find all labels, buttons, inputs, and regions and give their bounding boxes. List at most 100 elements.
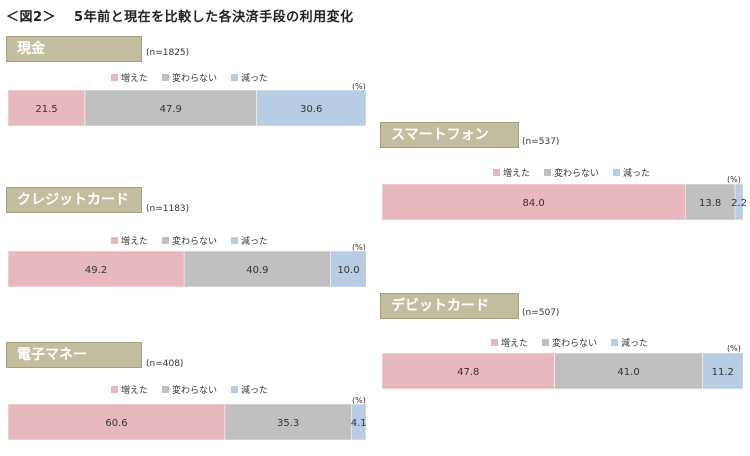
bar-label-decreased: 30.6 xyxy=(300,104,322,115)
legend-label: 減った xyxy=(621,339,649,349)
chart-title-badge: 電子マネー xyxy=(6,342,142,368)
legend-swatch-decreased xyxy=(231,74,239,81)
bar-segment-increased xyxy=(381,352,555,390)
chart-title-badge: スマートフォン xyxy=(380,122,519,148)
legend-swatch-decreased xyxy=(231,237,239,244)
sample-size-label: (n=537) xyxy=(522,137,560,147)
legend-swatch-increased xyxy=(111,386,118,393)
bar-label-increased: 84.0 xyxy=(522,198,544,209)
legend-swatch-unchanged xyxy=(162,237,170,244)
chart-title-badge: デビットカード xyxy=(380,293,519,319)
legend-swatch-increased xyxy=(111,74,118,81)
bar-label-unchanged: 47.9 xyxy=(160,104,182,115)
legend-swatch-increased xyxy=(491,339,498,346)
bar-label-decreased: 2.2 xyxy=(731,198,747,209)
legend-item-unchanged: 変わらない xyxy=(162,71,217,84)
legend-item-increased: 増えた xyxy=(491,336,528,349)
legend-swatch-increased xyxy=(111,237,118,244)
bar-segment-increased xyxy=(381,183,686,221)
bar-label-increased: 21.5 xyxy=(35,104,57,115)
legend-label: 変わらない xyxy=(552,339,598,349)
bar-segment-unchanged xyxy=(84,89,257,127)
legend: 増えた 変わらない 減った xyxy=(491,336,648,349)
legend-item-decreased: 減った xyxy=(231,234,268,247)
bar-segment-decreased xyxy=(734,183,744,221)
bar-label-increased: 60.6 xyxy=(105,418,127,429)
figure-title-text: 5年前と現在を比較した各決済手段の利用変化 xyxy=(74,10,354,25)
legend-label: 変わらない xyxy=(554,169,600,179)
legend-label: 変わらない xyxy=(172,237,218,247)
bar-segment-unchanged xyxy=(224,403,352,441)
legend-label: 増えた xyxy=(503,169,531,179)
legend-label: 増えた xyxy=(121,237,149,247)
sample-size-label: (n=408) xyxy=(146,359,184,369)
bar-label-decreased: 11.2 xyxy=(712,367,734,378)
legend-swatch-unchanged xyxy=(542,339,550,346)
bar-segment-increased xyxy=(7,89,86,127)
legend-swatch-increased xyxy=(493,169,500,176)
legend-item-increased: 増えた xyxy=(111,71,148,84)
sample-size-label: (n=1825) xyxy=(146,48,190,58)
legend-label: 増えた xyxy=(501,339,529,349)
legend-label: 増えた xyxy=(121,74,149,84)
bar-label-increased: 47.8 xyxy=(457,367,479,378)
legend-item-decreased: 減った xyxy=(611,336,648,349)
stacked-bar-chart: 21.5 47.9 30.6 xyxy=(7,89,367,127)
bar-segment-unchanged xyxy=(554,352,703,390)
stacked-bar-chart: 60.6 35.3 4.1 xyxy=(7,403,367,441)
stacked-bar-chart: 47.8 41.0 11.2 xyxy=(381,352,744,390)
unit-label: (%) xyxy=(352,82,366,91)
sample-size-label: (n=1183) xyxy=(146,204,190,214)
bar-segment-decreased xyxy=(330,250,367,288)
stacked-bar-chart: 84.0 13.8 2.2 xyxy=(381,183,747,221)
legend-item-unchanged: 変わらない xyxy=(542,336,597,349)
sample-size-label: (n=507) xyxy=(522,308,560,318)
stacked-bar-chart: 49.2 40.9 10.0 xyxy=(7,250,367,288)
legend-swatch-decreased xyxy=(613,169,621,176)
bar-label-unchanged: 13.8 xyxy=(699,198,721,209)
legend-swatch-unchanged xyxy=(162,386,170,393)
bar-label-unchanged: 40.9 xyxy=(246,265,268,276)
bar-label-unchanged: 41.0 xyxy=(617,367,639,378)
legend-item-unchanged: 変わらない xyxy=(544,166,599,179)
bar-segment-decreased xyxy=(351,403,367,441)
unit-label: (%) xyxy=(352,243,366,252)
legend-swatch-unchanged xyxy=(162,74,170,81)
legend-item-increased: 増えた xyxy=(493,166,530,179)
legend-label: 変わらない xyxy=(172,74,218,84)
legend-label: 減った xyxy=(241,74,269,84)
legend-item-unchanged: 変わらない xyxy=(162,383,217,396)
figure-title: ＜図2＞ 5年前と現在を比較した各決済手段の利用変化 xyxy=(6,6,354,25)
bar-segment-decreased xyxy=(702,352,744,390)
legend-label: 変わらない xyxy=(172,386,218,396)
legend-item-decreased: 減った xyxy=(613,166,650,179)
bar-segment-increased xyxy=(7,403,226,441)
figure-label: ＜図2＞ xyxy=(6,10,57,25)
bar-segment-decreased xyxy=(256,89,367,127)
unit-label: (%) xyxy=(352,396,366,405)
legend-swatch-decreased xyxy=(231,386,239,393)
chart-title-badge: クレジットカード xyxy=(6,187,142,213)
legend-label: 減った xyxy=(241,237,269,247)
legend: 増えた 変わらない 減った xyxy=(111,234,268,247)
legend-label: 減った xyxy=(241,386,269,396)
bar-label-increased: 49.2 xyxy=(85,265,107,276)
legend: 増えた 変わらない 減った xyxy=(111,383,268,396)
legend: 増えた 変わらない 減った xyxy=(111,71,268,84)
bar-label-unchanged: 35.3 xyxy=(277,418,299,429)
bar-label-decreased: 10.0 xyxy=(337,265,359,276)
chart-title-badge: 現金 xyxy=(6,36,142,62)
legend-swatch-unchanged xyxy=(544,169,552,176)
legend: 増えた 変わらない 減った xyxy=(493,166,650,179)
unit-label: (%) xyxy=(727,344,741,353)
legend-item-decreased: 減った xyxy=(231,71,268,84)
unit-label: (%) xyxy=(727,175,741,184)
legend-label: 減った xyxy=(623,169,651,179)
bar-label-decreased: 4.1 xyxy=(351,418,367,429)
legend-item-increased: 増えた xyxy=(111,234,148,247)
bar-segment-unchanged xyxy=(183,250,331,288)
legend-item-unchanged: 変わらない xyxy=(162,234,217,247)
legend-swatch-decreased xyxy=(611,339,619,346)
legend-label: 増えた xyxy=(121,386,149,396)
legend-item-increased: 増えた xyxy=(111,383,148,396)
